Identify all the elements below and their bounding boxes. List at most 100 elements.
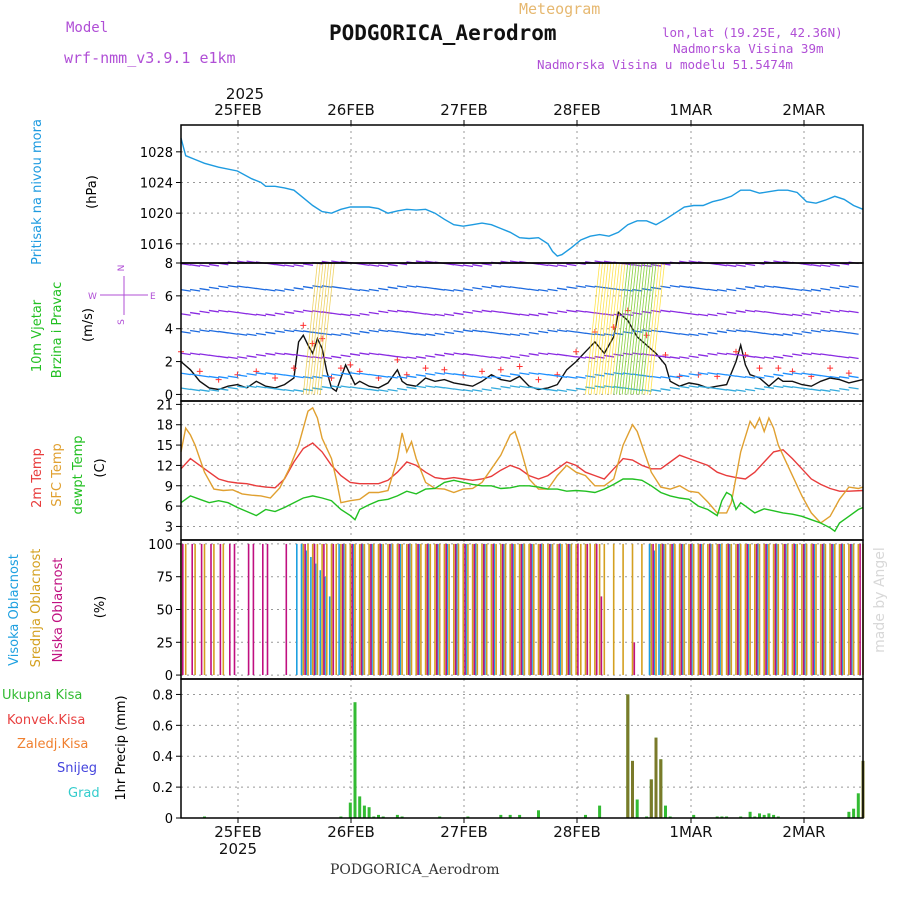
bar-srednja-oblacnost: [396, 543, 399, 675]
wind-streak: [641, 262, 657, 395]
bar-visoka-oblacnost: [324, 576, 326, 675]
bar-srednja-oblacnost: [674, 543, 676, 675]
bar-srednja-oblacnost: [707, 543, 709, 675]
wind-barb: [208, 263, 220, 267]
wind-barb: [255, 313, 267, 317]
wind-barb: [660, 388, 671, 391]
bar-niska-oblacnost: [407, 543, 410, 675]
wind-barb: [302, 263, 314, 266]
bar-visoka-oblacnost: [775, 543, 778, 675]
wind-barb: [190, 311, 201, 315]
bar-srednja-oblacnost: [358, 543, 361, 675]
bar-niska-oblacnost: [473, 543, 476, 675]
wind-barb: [697, 332, 709, 336]
bottom-year-label: 2025: [219, 840, 257, 858]
wind-barb: [829, 263, 840, 267]
wind-barb: [509, 286, 521, 289]
bar-visoka-oblacnost: [310, 557, 312, 675]
wind-barb: [519, 287, 530, 291]
wind-barb: [321, 356, 332, 360]
wind-barb: [472, 329, 483, 333]
bar-niska-oblacnost: [765, 543, 767, 675]
bar-srednja-oblacnost: [796, 543, 798, 675]
wind-barb: [462, 374, 474, 378]
wind-barb: [641, 389, 652, 392]
wind-barb: [284, 329, 295, 333]
bar-srednja-oblacnost: [824, 543, 827, 675]
wind-barb: [613, 385, 624, 389]
wind-streak: [621, 262, 637, 395]
wind-barb: [801, 288, 812, 292]
bar-srednja-oblacnost: [321, 543, 323, 675]
bar-visoka-oblacnost: [437, 543, 439, 675]
wind-barb: [481, 376, 492, 379]
bar-niska-oblacnost: [755, 543, 758, 675]
wind-barb: [349, 386, 361, 390]
wind-barb: [763, 374, 775, 378]
bar-srednja-oblacnost: [848, 543, 850, 675]
wind-barb: [255, 353, 267, 357]
wind-barb: [284, 264, 295, 268]
wind-barb: [566, 263, 577, 267]
wind-barb: [745, 330, 756, 333]
credit-text: made by Angel: [872, 547, 888, 653]
bar-niska-oblacnost: [595, 543, 598, 675]
bar-convective-overlay: [649, 779, 653, 818]
wind-barb: [218, 355, 229, 359]
wind-barb: [227, 386, 238, 390]
wind-barb: [284, 311, 295, 314]
wind-barb: [500, 311, 511, 315]
gust-marker: [756, 365, 763, 372]
bar-niska-oblacnost: [727, 543, 730, 675]
bar-niska-oblacnost: [577, 543, 579, 675]
bar-niska-oblacnost: [539, 543, 542, 675]
bar-srednja-oblacnost: [669, 543, 671, 675]
bar-ukupna-kisa: [748, 811, 752, 818]
bar-niska-oblacnost: [191, 543, 193, 675]
wind-barb: [349, 313, 361, 317]
bar-visoka-oblacnost: [747, 543, 750, 675]
bar-srednja-oblacnost: [222, 543, 225, 675]
wind-barb: [387, 263, 398, 267]
wind-barb: [180, 387, 191, 391]
wind-barb: [575, 355, 586, 359]
compass-east: E: [150, 292, 156, 302]
bar-niska-oblacnost: [445, 543, 447, 675]
gust-marker: [827, 365, 834, 372]
wind-barb: [556, 264, 568, 268]
bar-visoka-oblacnost: [672, 543, 674, 675]
label-layer: 1016102010241028024683691215182102550751…: [2, 85, 888, 858]
bar-niska-oblacnost: [219, 543, 222, 675]
wind-streak: [650, 262, 665, 395]
wind-barb: [735, 264, 746, 267]
precip-legend-label: Zaledj.Kisa: [17, 737, 88, 752]
bar-srednja-oblacnost: [495, 543, 497, 675]
wind-barb: [331, 285, 342, 289]
wind-barb: [801, 330, 812, 334]
top-year-label: 2025: [226, 85, 264, 103]
bar-srednja-oblacnost: [429, 543, 432, 675]
bar-srednja-oblacnost: [683, 543, 686, 675]
bar-srednja-oblacnost: [302, 543, 305, 675]
bar-visoka-oblacnost: [390, 543, 392, 675]
wind-barb: [472, 309, 483, 313]
wind-barb: [763, 332, 775, 336]
bar-srednja-oblacnost: [852, 543, 855, 675]
bar-srednja-oblacnost: [307, 543, 309, 675]
bar-ukupna-kisa: [518, 814, 522, 818]
wind-barb: [688, 373, 699, 376]
wind-streak: [317, 262, 332, 395]
bar-srednja-oblacnost: [344, 543, 347, 675]
wind-barb: [697, 372, 709, 376]
bar-srednja-oblacnost: [641, 543, 643, 675]
wind-barb: [528, 288, 539, 292]
wind-barb: [763, 386, 775, 389]
bar-srednja-oblacnost: [476, 543, 479, 675]
precip-unit: 1hr Precip (mm): [114, 695, 129, 800]
bar-visoka-oblacnost: [738, 543, 740, 675]
wind-barb: [585, 285, 596, 288]
wind-barb: [792, 372, 803, 375]
bar-niska-oblacnost: [633, 642, 636, 676]
wind-barb: [810, 373, 822, 377]
wind-barb: [810, 352, 822, 356]
